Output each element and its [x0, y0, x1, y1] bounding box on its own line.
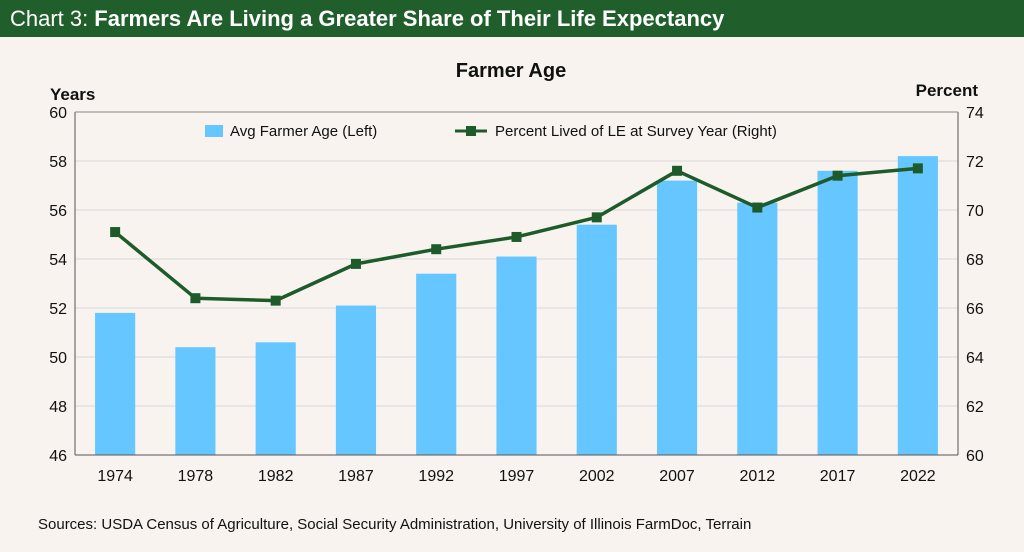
chart-title: Farmer Age	[456, 60, 566, 82]
line-point-2002	[591, 212, 602, 223]
bar-1987	[335, 305, 377, 455]
y-right-tick-label: 64	[966, 350, 984, 367]
y-left-tick-label: 48	[49, 399, 67, 416]
chart-number: Chart 3:	[10, 5, 89, 31]
line-point-1982	[270, 295, 281, 306]
line-point-1987	[350, 258, 361, 269]
y-axis-left-label: Years	[50, 85, 95, 104]
y-left-tick-label: 52	[49, 301, 67, 318]
line-point-1992	[431, 244, 442, 255]
bar-2017	[817, 170, 858, 456]
chart-area: Farmer Age Years Percent 46 48 50 52 54 56 58 6…	[0, 37, 1024, 517]
y-right-tick-label: 62	[966, 399, 984, 416]
y-right-tick-label: 60	[966, 448, 984, 465]
line-point-2017	[832, 170, 843, 181]
chart-headline: Farmers Are Living a Greater Share of Th…	[94, 5, 725, 31]
y-left-tick-label: 50	[49, 350, 67, 367]
bar-1978	[175, 347, 216, 455]
legend-label-bars: Avg Farmer Age (Left)	[230, 123, 377, 140]
bar-1974	[95, 312, 136, 455]
x-tick-label: 1978	[178, 468, 214, 485]
y-axis-right-ticks: 60 62 64 66 68 70 72 74	[966, 105, 984, 465]
y-right-tick-label: 72	[966, 154, 984, 171]
bar-2012	[737, 202, 778, 455]
bar-2002	[576, 224, 617, 455]
bar-2022	[897, 156, 938, 455]
x-tick-label: 1992	[418, 468, 454, 485]
x-axis-ticks: 1974 1978 1982 1987 1992 1997 2002 2007 2012 2017…	[97, 468, 935, 485]
x-tick-label: 2017	[820, 468, 856, 485]
y-left-tick-label: 46	[49, 448, 67, 465]
x-tick-label: 1987	[338, 468, 374, 485]
sources-note: Sources: USDA Census of Agriculture, Soc…	[38, 516, 752, 533]
y-left-tick-label: 56	[49, 203, 67, 220]
y-left-tick-label: 60	[49, 105, 67, 122]
x-tick-label: 2022	[900, 468, 936, 485]
line-series	[110, 163, 923, 306]
legend: Avg Farmer Age (Left) Percent Lived of L…	[205, 123, 777, 140]
bar-series	[95, 156, 938, 456]
chart-header: Chart 3: Farmers Are Living a Greater Sh…	[0, 0, 1024, 37]
x-tick-label: 1997	[499, 468, 535, 485]
y-right-tick-label: 68	[966, 252, 984, 269]
line-point-1997	[511, 231, 522, 242]
y-right-tick-label: 74	[966, 105, 984, 122]
y-right-tick-label: 66	[966, 301, 984, 318]
bar-1992	[416, 273, 457, 455]
y-left-tick-label: 58	[49, 154, 67, 171]
line-point-2022	[912, 163, 923, 174]
combo-chart: Farmer Age Years Percent 46 48 50 52 54 56 58 6…	[49, 60, 984, 485]
y-left-tick-label: 54	[49, 252, 67, 269]
axes	[74, 111, 959, 456]
line-point-2012	[752, 202, 763, 213]
bar-1997	[496, 256, 537, 455]
line-point-2007	[672, 165, 683, 176]
x-tick-label: 2007	[659, 468, 695, 485]
legend-swatch-bars	[205, 125, 223, 137]
y-right-tick-label: 70	[966, 203, 984, 220]
x-tick-label: 1974	[97, 468, 133, 485]
line-point-1974	[110, 227, 121, 238]
bar-2007	[656, 180, 698, 455]
x-tick-label: 2012	[740, 468, 776, 485]
line-point-1978	[190, 293, 201, 304]
x-tick-label: 2002	[579, 468, 615, 485]
y-axis-left-ticks: 46 48 50 52 54 56 58 60	[49, 105, 67, 465]
legend-swatch-marker	[466, 126, 476, 136]
bar-1982	[255, 342, 296, 455]
legend-label-line: Percent Lived of LE at Survey Year (Righ…	[495, 123, 777, 140]
y-axis-right-label: Percent	[916, 81, 979, 100]
x-tick-label: 1982	[258, 468, 294, 485]
